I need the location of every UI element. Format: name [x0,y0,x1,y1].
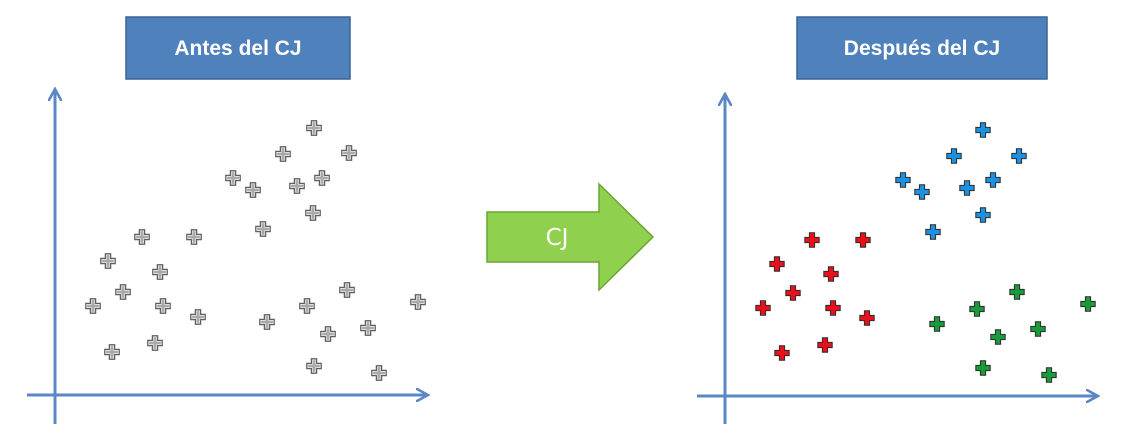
unclustered-point-fill [117,286,129,298]
before-panel: Antes del CJ [27,16,427,424]
cluster-1-point-marker [985,172,1001,188]
before-data-points [85,120,426,381]
unclustered-point-fill [291,180,303,192]
unclustered-point-fill [157,300,169,312]
unclustered-point-fill [261,316,273,328]
cluster-2-point-marker [804,232,820,248]
cluster-2-point-marker [755,300,771,316]
unclustered-point-fill [154,266,166,278]
cluster-3-point-marker [1009,284,1025,300]
cluster-2-point-marker [855,232,871,248]
unclustered-point-fill [277,148,289,160]
unclustered-point-fill [188,231,200,243]
cluster-1-point-marker [946,148,962,164]
cluster-1-point-marker [925,224,941,240]
cluster-2-point-marker [785,285,801,301]
unclustered-point-fill [341,284,353,296]
unclustered-point-fill [106,346,118,358]
cluster-3-point-marker [929,316,945,332]
unclustered-point-fill [373,367,385,379]
unclustered-point-fill [301,300,313,312]
cluster-2-point-marker [774,345,790,361]
cluster-3-point-marker [1080,296,1096,312]
cluster-1-point-marker [1011,148,1027,164]
cluster-1-point-marker [975,122,991,138]
cluster-2 [755,232,875,361]
cluster-1-point-marker [895,172,911,188]
unclustered-point-fill [87,300,99,312]
cluster-3-point-marker [975,360,991,376]
unclustered-point-fill [227,172,239,184]
cluster-3-point-marker [990,329,1006,345]
cj-arrow-label: CJ [546,225,569,251]
before-axes [27,90,427,424]
unclustered-point-fill [307,207,319,219]
unclustered-point-fill [149,337,161,349]
cluster-2-point-marker [769,256,785,272]
after-panel: Después del CJ [697,16,1097,424]
unclustered-point-fill [136,231,148,243]
after-title: Después del CJ [844,37,1000,60]
after-axes [697,95,1097,424]
cluster-2-point-marker [817,337,833,353]
unclustered-point-fill [308,122,320,134]
unclustered-point-fill [247,184,259,196]
unclustered-point-fill [308,360,320,372]
cluster-2-point-marker [823,266,839,282]
cluster-3-point-marker [1041,367,1057,383]
cluster-2-point-marker [825,300,841,316]
before-title: Antes del CJ [174,37,301,60]
cluster-3 [929,284,1096,383]
unclustered-point-fill [322,328,334,340]
unclustered-point-fill [412,296,424,308]
cluster-1-point-marker [975,207,991,223]
cluster-1-point-marker [959,180,975,196]
unclustered-point-fill [192,311,204,323]
cluster-2-point-marker [859,310,875,326]
unclustered-point-fill [102,255,114,267]
unclustered-point-fill [343,147,355,159]
unclustered-point-fill [316,172,328,184]
unclustered-point-fill [362,322,374,334]
unclustered-point-fill [257,223,269,235]
cluster-3-point-marker [1030,321,1046,337]
cj-arrow-shape [486,182,655,292]
after-title-box: Después del CJ [796,16,1048,80]
after-data-points [755,122,1096,383]
cluster-1-point-marker [914,184,930,200]
cluster-3-point-marker [969,301,985,317]
cluster-1 [895,122,1027,240]
cj-process-arrow: CJ [486,182,655,292]
before-title-box: Antes del CJ [125,16,351,80]
